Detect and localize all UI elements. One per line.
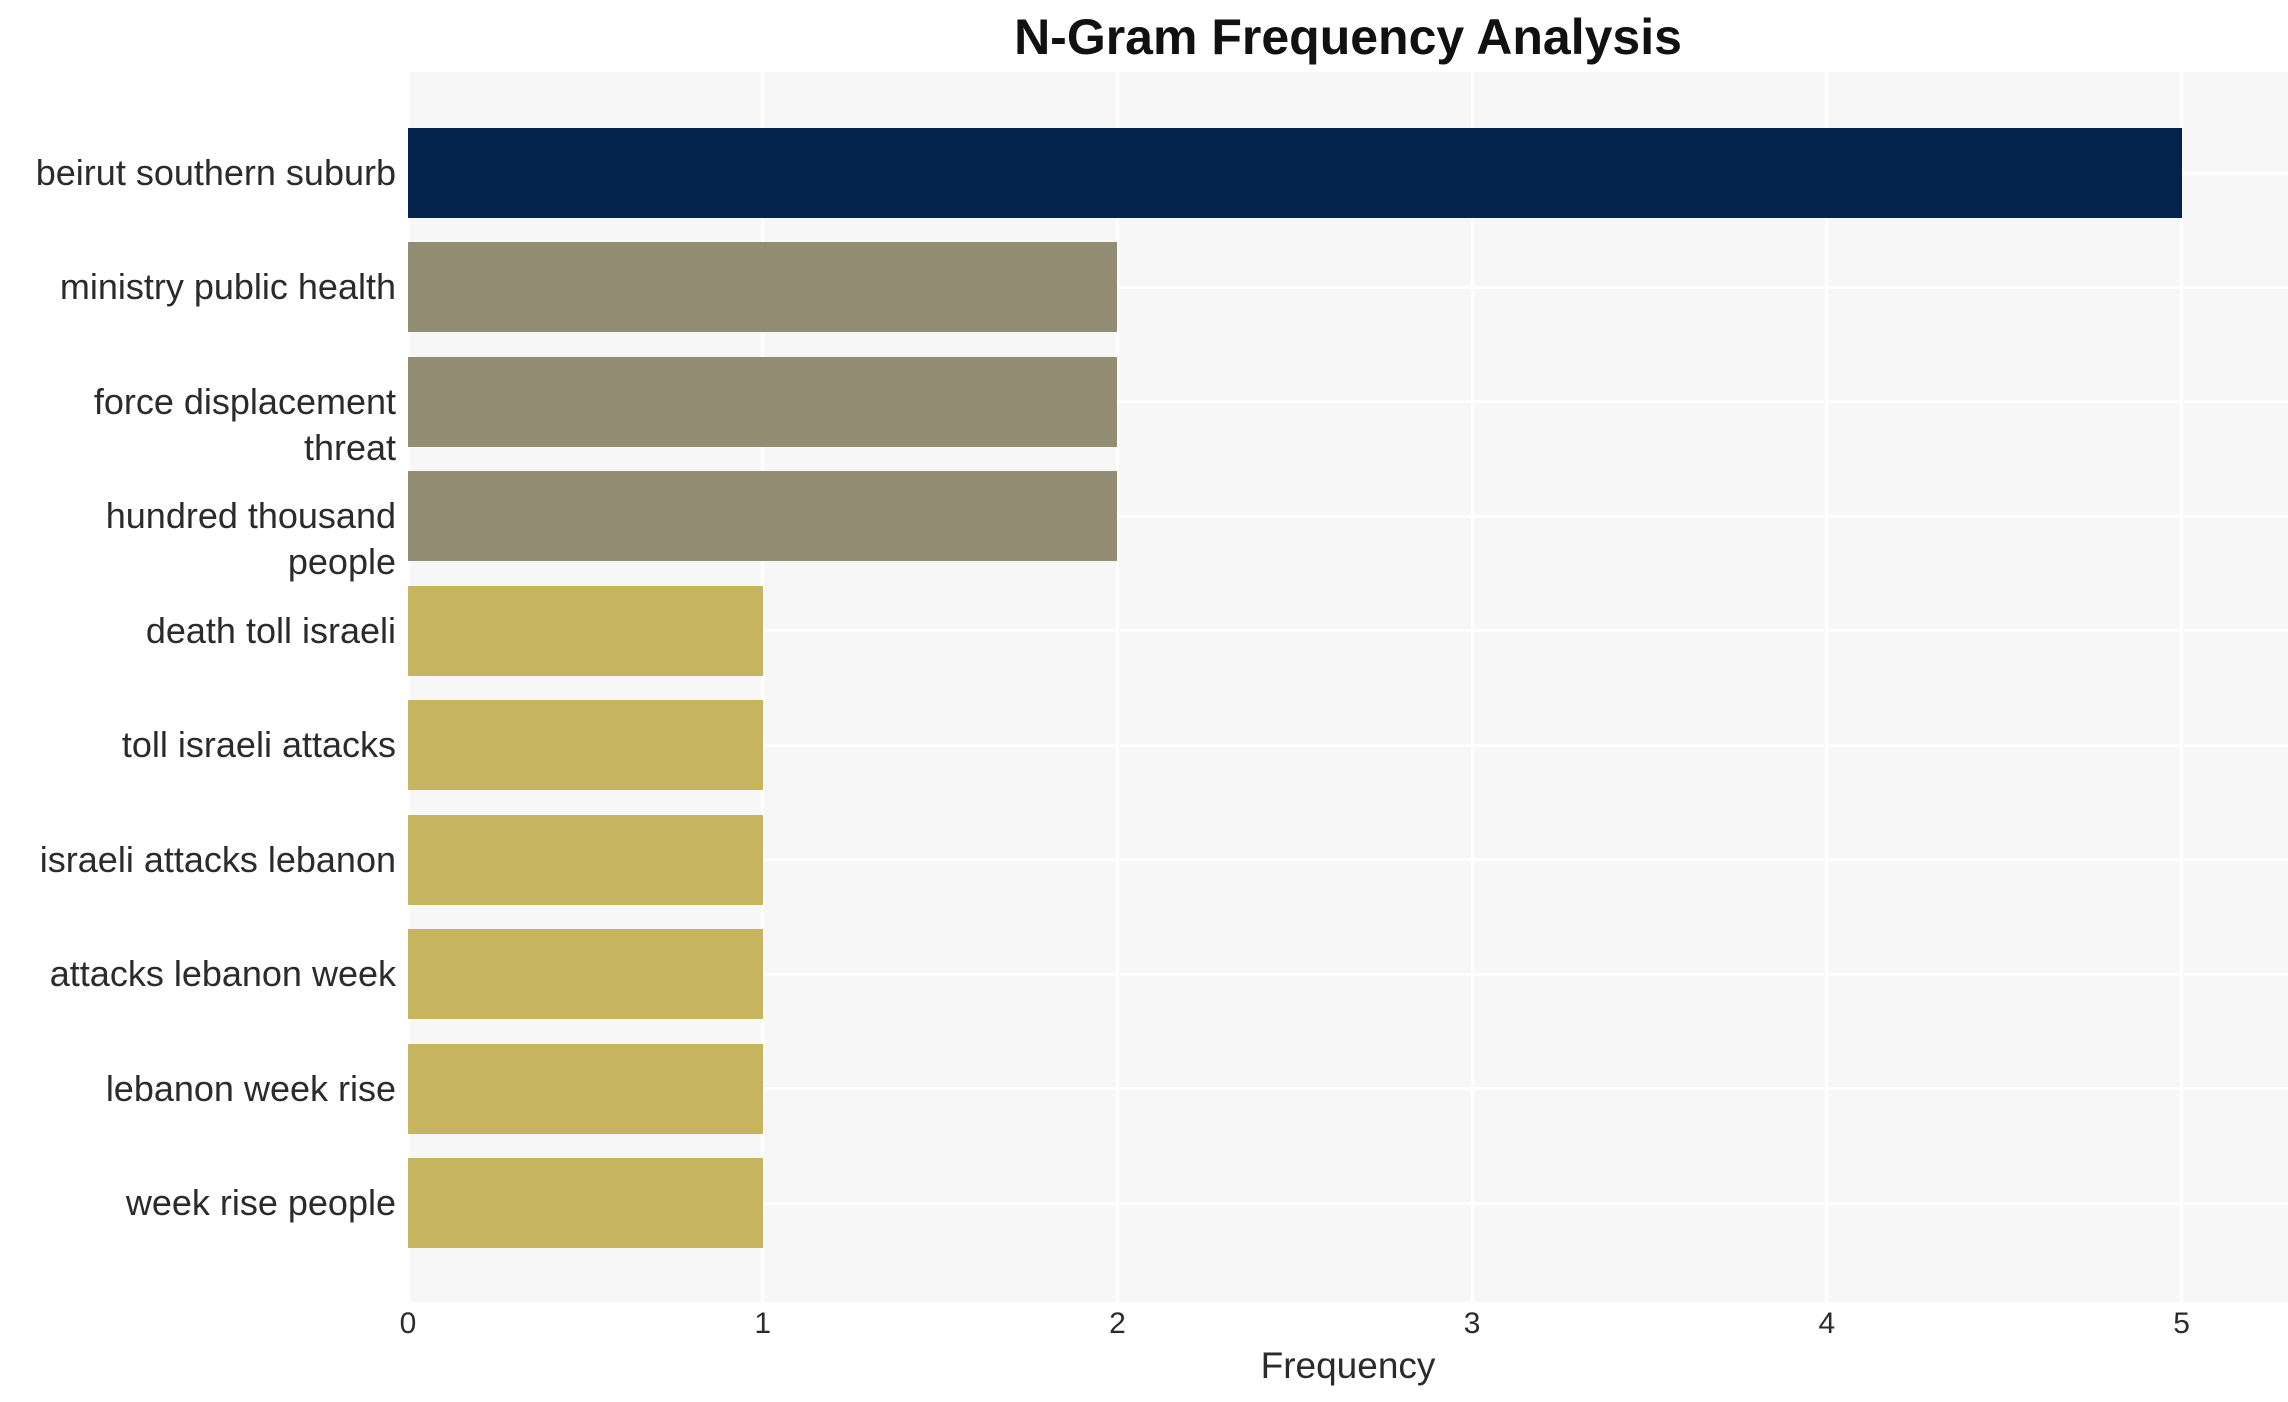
category-label: hundred thousand people [105, 495, 396, 583]
y-gridline [408, 629, 2288, 633]
bar [408, 814, 763, 905]
y-gridline [408, 1201, 2288, 1205]
x-tick-label: 3 [1463, 1307, 1481, 1340]
bar [408, 242, 1118, 333]
category-label: beirut southern suburb [35, 152, 396, 193]
bar [408, 471, 1118, 562]
bar [408, 128, 2182, 218]
bar [408, 929, 763, 1020]
plot-area [406, 72, 2288, 1302]
x-tick-label: 0 [399, 1307, 417, 1340]
chart-title: N-Gram Frequency Analysis [1014, 9, 1682, 65]
x-axis-title: Frequency [1260, 1345, 1436, 1386]
x-gridline [1115, 72, 1119, 1302]
x-tick-label: 4 [1818, 1307, 1836, 1340]
x-gridline [1825, 72, 1829, 1302]
bar [408, 1158, 763, 1249]
x-gridline [2180, 72, 2184, 1302]
x-gridline [406, 72, 410, 1302]
category-label: force displacement threat [93, 380, 396, 468]
y-gridline [408, 400, 2288, 404]
bar [408, 585, 763, 676]
bar [408, 1043, 763, 1134]
x-gridline [761, 72, 765, 1302]
y-gridline [408, 1087, 2288, 1091]
category-label: attacks lebanon week [49, 953, 396, 995]
x-tick-label: 5 [2173, 1307, 2190, 1340]
category-label: toll israeli attacks [121, 724, 396, 766]
x-tick-label: 1 [754, 1307, 772, 1340]
category-label: ministry public health [59, 266, 396, 308]
category-label: week rise people [125, 1182, 396, 1224]
x-gridline [1470, 72, 1474, 1302]
x-tick-label: 2 [1109, 1307, 1126, 1340]
y-gridline [408, 972, 2288, 976]
y-gridline [408, 285, 2288, 289]
y-gridline [408, 743, 2288, 747]
bar [408, 356, 1118, 447]
bar [408, 700, 763, 791]
y-gridline [408, 514, 2288, 518]
y-gridline [408, 858, 2288, 862]
category-label: death toll israeli [145, 609, 396, 651]
category-label: lebanon week rise [105, 1067, 396, 1109]
category-label: israeli attacks lebanon [39, 838, 396, 880]
